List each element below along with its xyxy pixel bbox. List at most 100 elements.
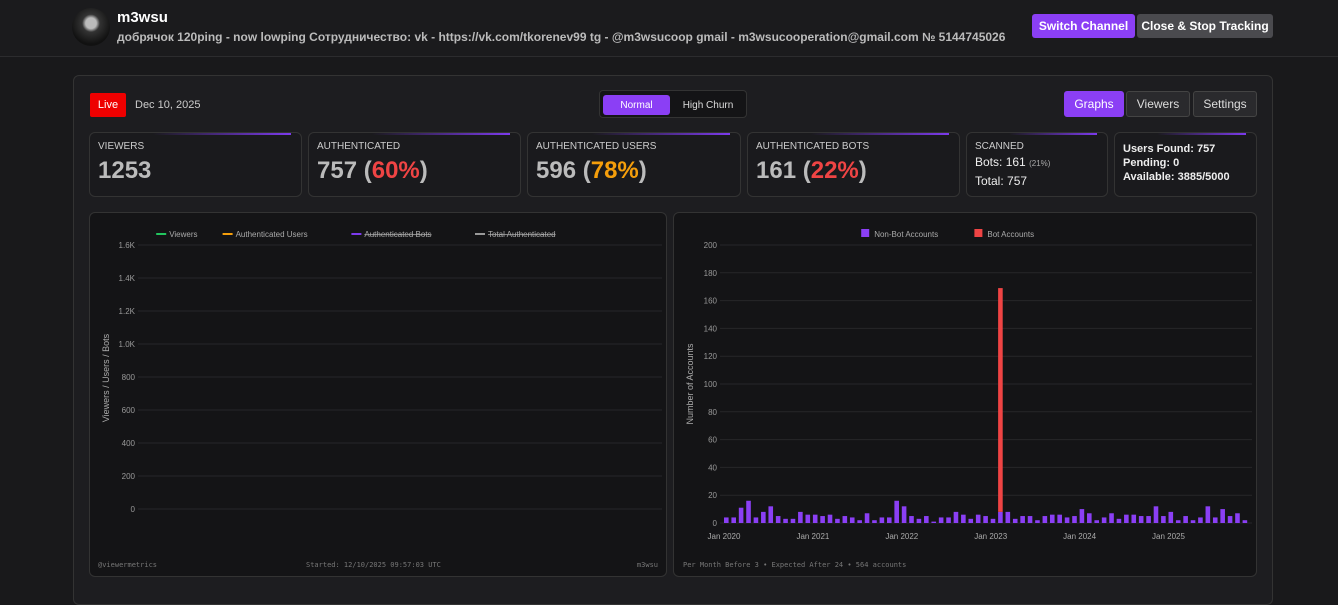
stat-label: AUTHENTICATED BOTS [756, 141, 870, 152]
tab-viewers[interactable]: Viewers [1126, 91, 1190, 117]
bar-non-bot [931, 521, 937, 523]
bar-non-bot [768, 506, 774, 523]
bar-non-bot [775, 516, 781, 523]
legend-swatch [861, 229, 870, 237]
bar-non-bot [1020, 516, 1025, 523]
bar-non-bot [820, 516, 825, 523]
stat-value: 161 (22%) [756, 157, 867, 184]
accounts-chart: Non-Bot Accounts Bot Accounts 0 20 40 60 80 100… [673, 212, 1257, 577]
close-stop-tracking-button[interactable]: Close & Stop Tracking [1137, 14, 1273, 38]
bar-non-bot [738, 507, 744, 523]
live-badge: Live [90, 93, 126, 117]
bar-non-bot [1138, 516, 1144, 523]
bar-non-bot [953, 511, 959, 523]
stat-label: AUTHENTICATED [317, 141, 401, 152]
bar-non-bot [1109, 513, 1114, 523]
bar-non-bot [1042, 516, 1048, 523]
mode-toggle: Normal High Churn [599, 90, 747, 118]
bar-non-bot [916, 518, 922, 523]
y-tick-label: 140 [704, 324, 718, 333]
bar-non-bot [968, 518, 974, 523]
mode-high-churn[interactable]: High Churn [682, 99, 734, 111]
bar-non-bot [1235, 513, 1240, 523]
bar-non-bot [946, 517, 951, 523]
y-tick-label: 180 [704, 269, 718, 278]
legend-swatch [974, 229, 983, 237]
bar-non-bot [998, 511, 1003, 523]
switch-channel-button[interactable]: Switch Channel [1032, 14, 1135, 38]
stat-authenticated-users: AUTHENTICATED USERS 596 (78%) [527, 132, 741, 197]
current-date: Dec 10, 2025 [135, 99, 201, 111]
y-tick-label: 1.2K [119, 307, 136, 316]
scanned-total: Total: 757 [975, 174, 1028, 188]
y-axis-label: Viewers / Users / Bots [101, 333, 111, 422]
legend-item: Viewers [169, 230, 197, 239]
tab-graphs[interactable]: Graphs [1064, 91, 1124, 117]
bar-non-bot [724, 517, 729, 523]
bar-non-bot [1227, 516, 1233, 523]
stat-value: 596 (78%) [536, 157, 647, 184]
legend-swatch [475, 233, 485, 235]
y-tick-label: 400 [122, 439, 136, 448]
bar-non-bot [1161, 516, 1166, 523]
bar-non-bot [1168, 511, 1174, 523]
bar-non-bot [761, 511, 766, 523]
y-tick-label: 0 [713, 519, 718, 528]
stat-label: VIEWERS [98, 141, 145, 152]
mode-normal[interactable]: Normal [603, 95, 670, 115]
y-tick-label: 600 [122, 406, 136, 415]
bar-non-bot [731, 517, 737, 523]
bar-non-bot [798, 511, 803, 523]
bar-non-bot [1079, 509, 1085, 523]
stat-scanned: SCANNED Bots: 161 (21%) Total: 757 [966, 132, 1108, 197]
chart-footer-brand: @viewermetrics [98, 561, 158, 569]
legend-item: Non-Bot Accounts [874, 230, 938, 239]
bar-non-bot [1131, 514, 1137, 523]
bar-non-bot [1035, 520, 1040, 523]
x-tick-label: Jan 2020 [708, 532, 741, 541]
bar-non-bot [1027, 516, 1033, 523]
bar-non-bot [1101, 517, 1107, 523]
y-tick-label: 20 [708, 491, 717, 500]
bar-non-bot [1005, 511, 1011, 523]
bar-non-bot [827, 514, 833, 523]
x-tick-label: Jan 2023 [974, 532, 1007, 541]
y-tick-label: 1.0K [119, 340, 136, 349]
bar-non-bot [1124, 514, 1129, 523]
bar-non-bot [983, 516, 988, 523]
y-axis-label: Number of Accounts [685, 343, 695, 425]
bar-non-bot [1116, 518, 1122, 523]
y-tick-label: 100 [704, 380, 718, 389]
stat-value: 1253 [98, 157, 152, 184]
legend-swatch [351, 233, 362, 235]
stat-authenticated-bots: AUTHENTICATED BOTS 161 (22%) [747, 132, 960, 197]
chart-footer-started: Started: 12/10/2025 09:57:03 UTC [306, 561, 441, 569]
bar-non-bot [1153, 506, 1159, 523]
scanned-bots: Bots: 161 (21%) [975, 155, 1051, 169]
y-tick-label: 200 [122, 472, 136, 481]
bar-non-bot [864, 513, 870, 523]
legend-swatch [222, 233, 233, 235]
bar-non-bot [1064, 517, 1070, 523]
y-tick-label: 60 [708, 436, 717, 445]
y-tick-label: 40 [708, 463, 717, 472]
bar-non-bot [1190, 520, 1196, 523]
y-tick-label: 120 [704, 352, 718, 361]
bar-non-bot [1198, 517, 1203, 523]
bar-non-bot [1220, 509, 1225, 523]
y-tick-label: 80 [708, 408, 717, 417]
chart-footer-summary: Per Month Before 3 • Expected After 24 •… [683, 561, 907, 569]
y-tick-label: 0 [131, 505, 136, 514]
bar-non-bot [1146, 516, 1151, 523]
channel-header: m3wsu добрячок 120ping - now lowping Сот… [0, 0, 1338, 57]
bar-non-bot [1212, 517, 1218, 523]
stat-authenticated: AUTHENTICATED 757 (60%) [308, 132, 521, 197]
tab-settings[interactable]: Settings [1193, 91, 1257, 117]
bar-non-bot [849, 517, 855, 523]
bar-non-bot [1087, 513, 1092, 523]
bar-non-bot [1057, 514, 1062, 523]
bar-non-bot [872, 520, 877, 523]
bar-non-bot [879, 517, 885, 523]
stat-queue: Users Found: 757 Pending: 0 Available: 3… [1114, 132, 1257, 197]
bar-non-bot [961, 514, 966, 523]
